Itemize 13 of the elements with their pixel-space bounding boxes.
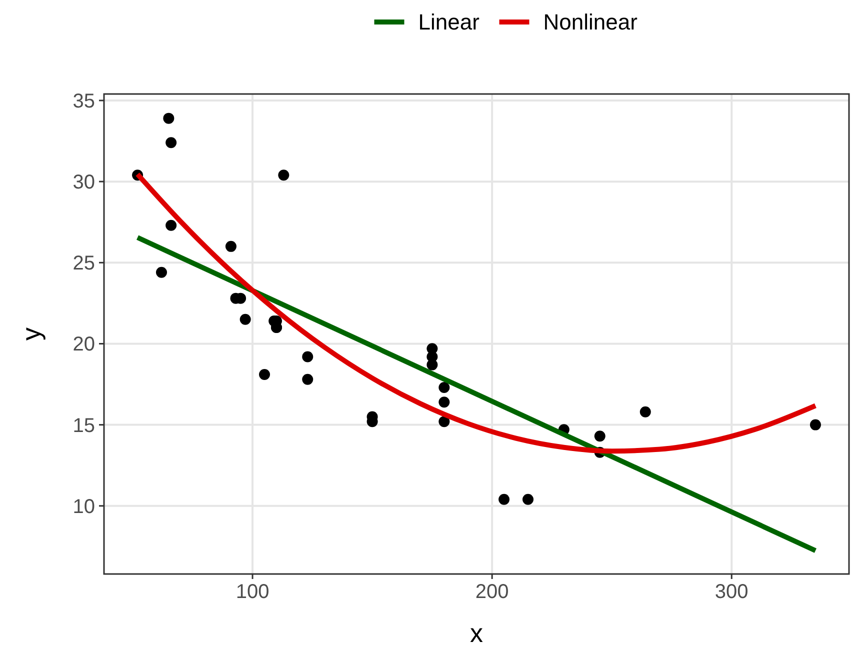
y-tick-label: 10 <box>72 496 95 518</box>
legend-label: Nonlinear <box>543 10 638 35</box>
y-tick-label: 20 <box>72 334 95 356</box>
y-tick-label: 15 <box>72 414 95 437</box>
x-tick-label: 200 <box>475 581 509 603</box>
y-tick-label: 30 <box>72 172 95 194</box>
x-tick-label: 100 <box>236 581 270 603</box>
x-tick-label: 300 <box>714 581 748 603</box>
y-tick-label: 35 <box>72 90 95 112</box>
legend-label: Linear <box>418 10 480 35</box>
y-tick-label: 25 <box>72 252 95 275</box>
y-axis-title: y <box>16 328 46 340</box>
x-axis-title: x <box>470 618 483 648</box>
